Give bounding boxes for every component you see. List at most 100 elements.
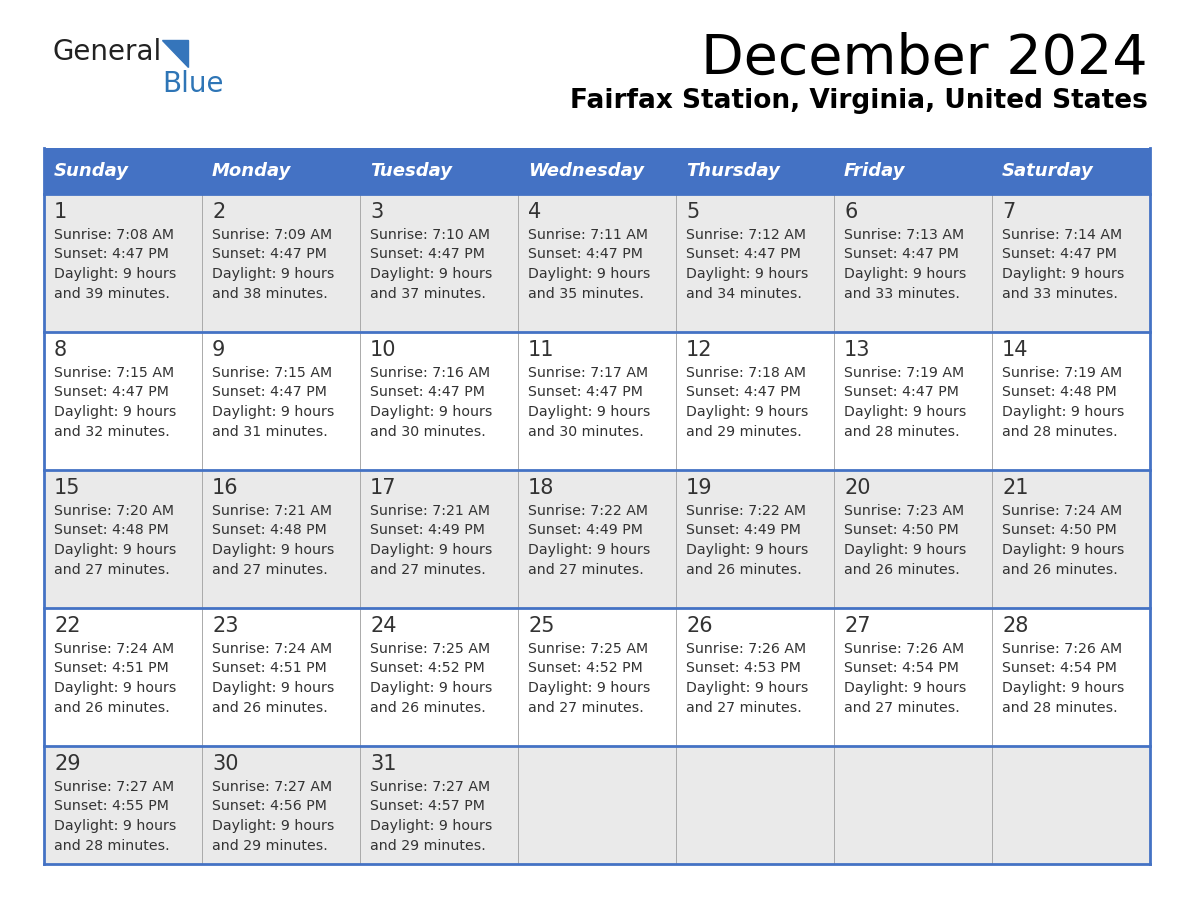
Text: Sunset: 4:52 PM: Sunset: 4:52 PM <box>527 662 643 676</box>
Text: Sunset: 4:47 PM: Sunset: 4:47 PM <box>53 248 169 262</box>
Text: Sunrise: 7:09 AM: Sunrise: 7:09 AM <box>211 228 333 242</box>
Text: Sunrise: 7:24 AM: Sunrise: 7:24 AM <box>53 642 175 656</box>
Text: 28: 28 <box>1001 616 1029 636</box>
Text: Sunrise: 7:22 AM: Sunrise: 7:22 AM <box>685 504 805 518</box>
Text: Daylight: 9 hours: Daylight: 9 hours <box>685 543 808 557</box>
Text: Sunset: 4:54 PM: Sunset: 4:54 PM <box>843 662 959 676</box>
Text: Sunrise: 7:27 AM: Sunrise: 7:27 AM <box>53 780 175 794</box>
Text: and 38 minutes.: and 38 minutes. <box>211 286 328 300</box>
Text: Daylight: 9 hours: Daylight: 9 hours <box>843 681 966 695</box>
Text: 16: 16 <box>211 478 239 498</box>
Text: and 27 minutes.: and 27 minutes. <box>211 563 328 577</box>
Text: Daylight: 9 hours: Daylight: 9 hours <box>211 267 334 281</box>
Bar <box>44 608 1150 746</box>
Text: 18: 18 <box>527 478 555 498</box>
Text: 10: 10 <box>369 340 397 360</box>
Text: Sunrise: 7:25 AM: Sunrise: 7:25 AM <box>369 642 491 656</box>
Text: Sunrise: 7:11 AM: Sunrise: 7:11 AM <box>527 228 647 242</box>
Text: Daylight: 9 hours: Daylight: 9 hours <box>369 681 492 695</box>
Text: Sunset: 4:53 PM: Sunset: 4:53 PM <box>685 662 801 676</box>
Text: 22: 22 <box>53 616 81 636</box>
Text: and 28 minutes.: and 28 minutes. <box>53 838 170 853</box>
Text: General: General <box>52 38 162 66</box>
Text: and 34 minutes.: and 34 minutes. <box>685 286 802 300</box>
Bar <box>44 746 1150 864</box>
Text: 21: 21 <box>1001 478 1029 498</box>
Text: Sunset: 4:56 PM: Sunset: 4:56 PM <box>211 800 327 813</box>
Text: Sunset: 4:48 PM: Sunset: 4:48 PM <box>211 523 327 538</box>
Text: and 30 minutes.: and 30 minutes. <box>369 424 486 439</box>
Text: Sunrise: 7:17 AM: Sunrise: 7:17 AM <box>527 366 649 380</box>
Text: Monday: Monday <box>211 162 291 180</box>
Text: Daylight: 9 hours: Daylight: 9 hours <box>53 543 176 557</box>
Text: Sunset: 4:47 PM: Sunset: 4:47 PM <box>1001 248 1117 262</box>
Text: and 30 minutes.: and 30 minutes. <box>527 424 644 439</box>
Text: Sunset: 4:49 PM: Sunset: 4:49 PM <box>527 523 643 538</box>
Text: Sunset: 4:57 PM: Sunset: 4:57 PM <box>369 800 485 813</box>
Text: 15: 15 <box>53 478 81 498</box>
Text: Sunset: 4:54 PM: Sunset: 4:54 PM <box>1001 662 1117 676</box>
Text: Sunset: 4:47 PM: Sunset: 4:47 PM <box>685 248 801 262</box>
Text: Daylight: 9 hours: Daylight: 9 hours <box>369 819 492 833</box>
Text: 9: 9 <box>211 340 226 360</box>
Text: 31: 31 <box>369 754 397 774</box>
Text: Sunset: 4:52 PM: Sunset: 4:52 PM <box>369 662 485 676</box>
Text: 3: 3 <box>369 202 384 222</box>
Text: 1: 1 <box>53 202 68 222</box>
Text: Sunset: 4:50 PM: Sunset: 4:50 PM <box>843 523 959 538</box>
Text: and 39 minutes.: and 39 minutes. <box>53 286 170 300</box>
Text: and 27 minutes.: and 27 minutes. <box>527 700 644 714</box>
Text: and 27 minutes.: and 27 minutes. <box>685 700 802 714</box>
Text: Daylight: 9 hours: Daylight: 9 hours <box>527 681 650 695</box>
Text: Sunset: 4:47 PM: Sunset: 4:47 PM <box>53 386 169 399</box>
Text: Daylight: 9 hours: Daylight: 9 hours <box>369 543 492 557</box>
Text: Sunrise: 7:15 AM: Sunrise: 7:15 AM <box>211 366 333 380</box>
Text: Saturday: Saturday <box>1001 162 1094 180</box>
Text: Sunrise: 7:14 AM: Sunrise: 7:14 AM <box>1001 228 1123 242</box>
Text: Thursday: Thursday <box>685 162 779 180</box>
Text: 26: 26 <box>685 616 713 636</box>
Text: and 26 minutes.: and 26 minutes. <box>685 563 802 577</box>
Text: Sunset: 4:47 PM: Sunset: 4:47 PM <box>843 386 959 399</box>
Text: and 26 minutes.: and 26 minutes. <box>1001 563 1118 577</box>
Text: Sunset: 4:47 PM: Sunset: 4:47 PM <box>369 248 485 262</box>
Text: Sunset: 4:47 PM: Sunset: 4:47 PM <box>211 386 327 399</box>
Text: Daylight: 9 hours: Daylight: 9 hours <box>211 543 334 557</box>
Text: Daylight: 9 hours: Daylight: 9 hours <box>53 819 176 833</box>
Text: and 35 minutes.: and 35 minutes. <box>527 286 644 300</box>
Text: Sunrise: 7:24 AM: Sunrise: 7:24 AM <box>211 642 333 656</box>
Text: 13: 13 <box>843 340 871 360</box>
Text: and 28 minutes.: and 28 minutes. <box>843 424 960 439</box>
Text: and 27 minutes.: and 27 minutes. <box>53 563 170 577</box>
Text: Sunset: 4:47 PM: Sunset: 4:47 PM <box>685 386 801 399</box>
Text: Daylight: 9 hours: Daylight: 9 hours <box>685 267 808 281</box>
Text: 8: 8 <box>53 340 68 360</box>
Text: Sunset: 4:49 PM: Sunset: 4:49 PM <box>685 523 801 538</box>
Text: and 27 minutes.: and 27 minutes. <box>843 700 960 714</box>
Text: Sunrise: 7:25 AM: Sunrise: 7:25 AM <box>527 642 649 656</box>
Text: Sunrise: 7:22 AM: Sunrise: 7:22 AM <box>527 504 647 518</box>
Text: Daylight: 9 hours: Daylight: 9 hours <box>53 267 176 281</box>
Text: Daylight: 9 hours: Daylight: 9 hours <box>1001 681 1124 695</box>
Text: Daylight: 9 hours: Daylight: 9 hours <box>527 405 650 419</box>
Text: Sunrise: 7:19 AM: Sunrise: 7:19 AM <box>843 366 965 380</box>
Text: 11: 11 <box>527 340 555 360</box>
Text: Sunrise: 7:16 AM: Sunrise: 7:16 AM <box>369 366 491 380</box>
Text: Sunrise: 7:24 AM: Sunrise: 7:24 AM <box>1001 504 1123 518</box>
Bar <box>44 148 1150 194</box>
Text: 4: 4 <box>527 202 542 222</box>
Text: Sunrise: 7:18 AM: Sunrise: 7:18 AM <box>685 366 805 380</box>
Text: and 29 minutes.: and 29 minutes. <box>211 838 328 853</box>
Text: Sunset: 4:51 PM: Sunset: 4:51 PM <box>211 662 327 676</box>
Text: 2: 2 <box>211 202 226 222</box>
Text: Sunset: 4:49 PM: Sunset: 4:49 PM <box>369 523 485 538</box>
Text: 14: 14 <box>1001 340 1029 360</box>
Text: 20: 20 <box>843 478 871 498</box>
Text: Sunrise: 7:20 AM: Sunrise: 7:20 AM <box>53 504 173 518</box>
Text: Sunset: 4:50 PM: Sunset: 4:50 PM <box>1001 523 1117 538</box>
Text: Wednesday: Wednesday <box>527 162 644 180</box>
Text: Daylight: 9 hours: Daylight: 9 hours <box>527 543 650 557</box>
Polygon shape <box>162 40 188 67</box>
Bar <box>44 194 1150 332</box>
Text: 6: 6 <box>843 202 858 222</box>
